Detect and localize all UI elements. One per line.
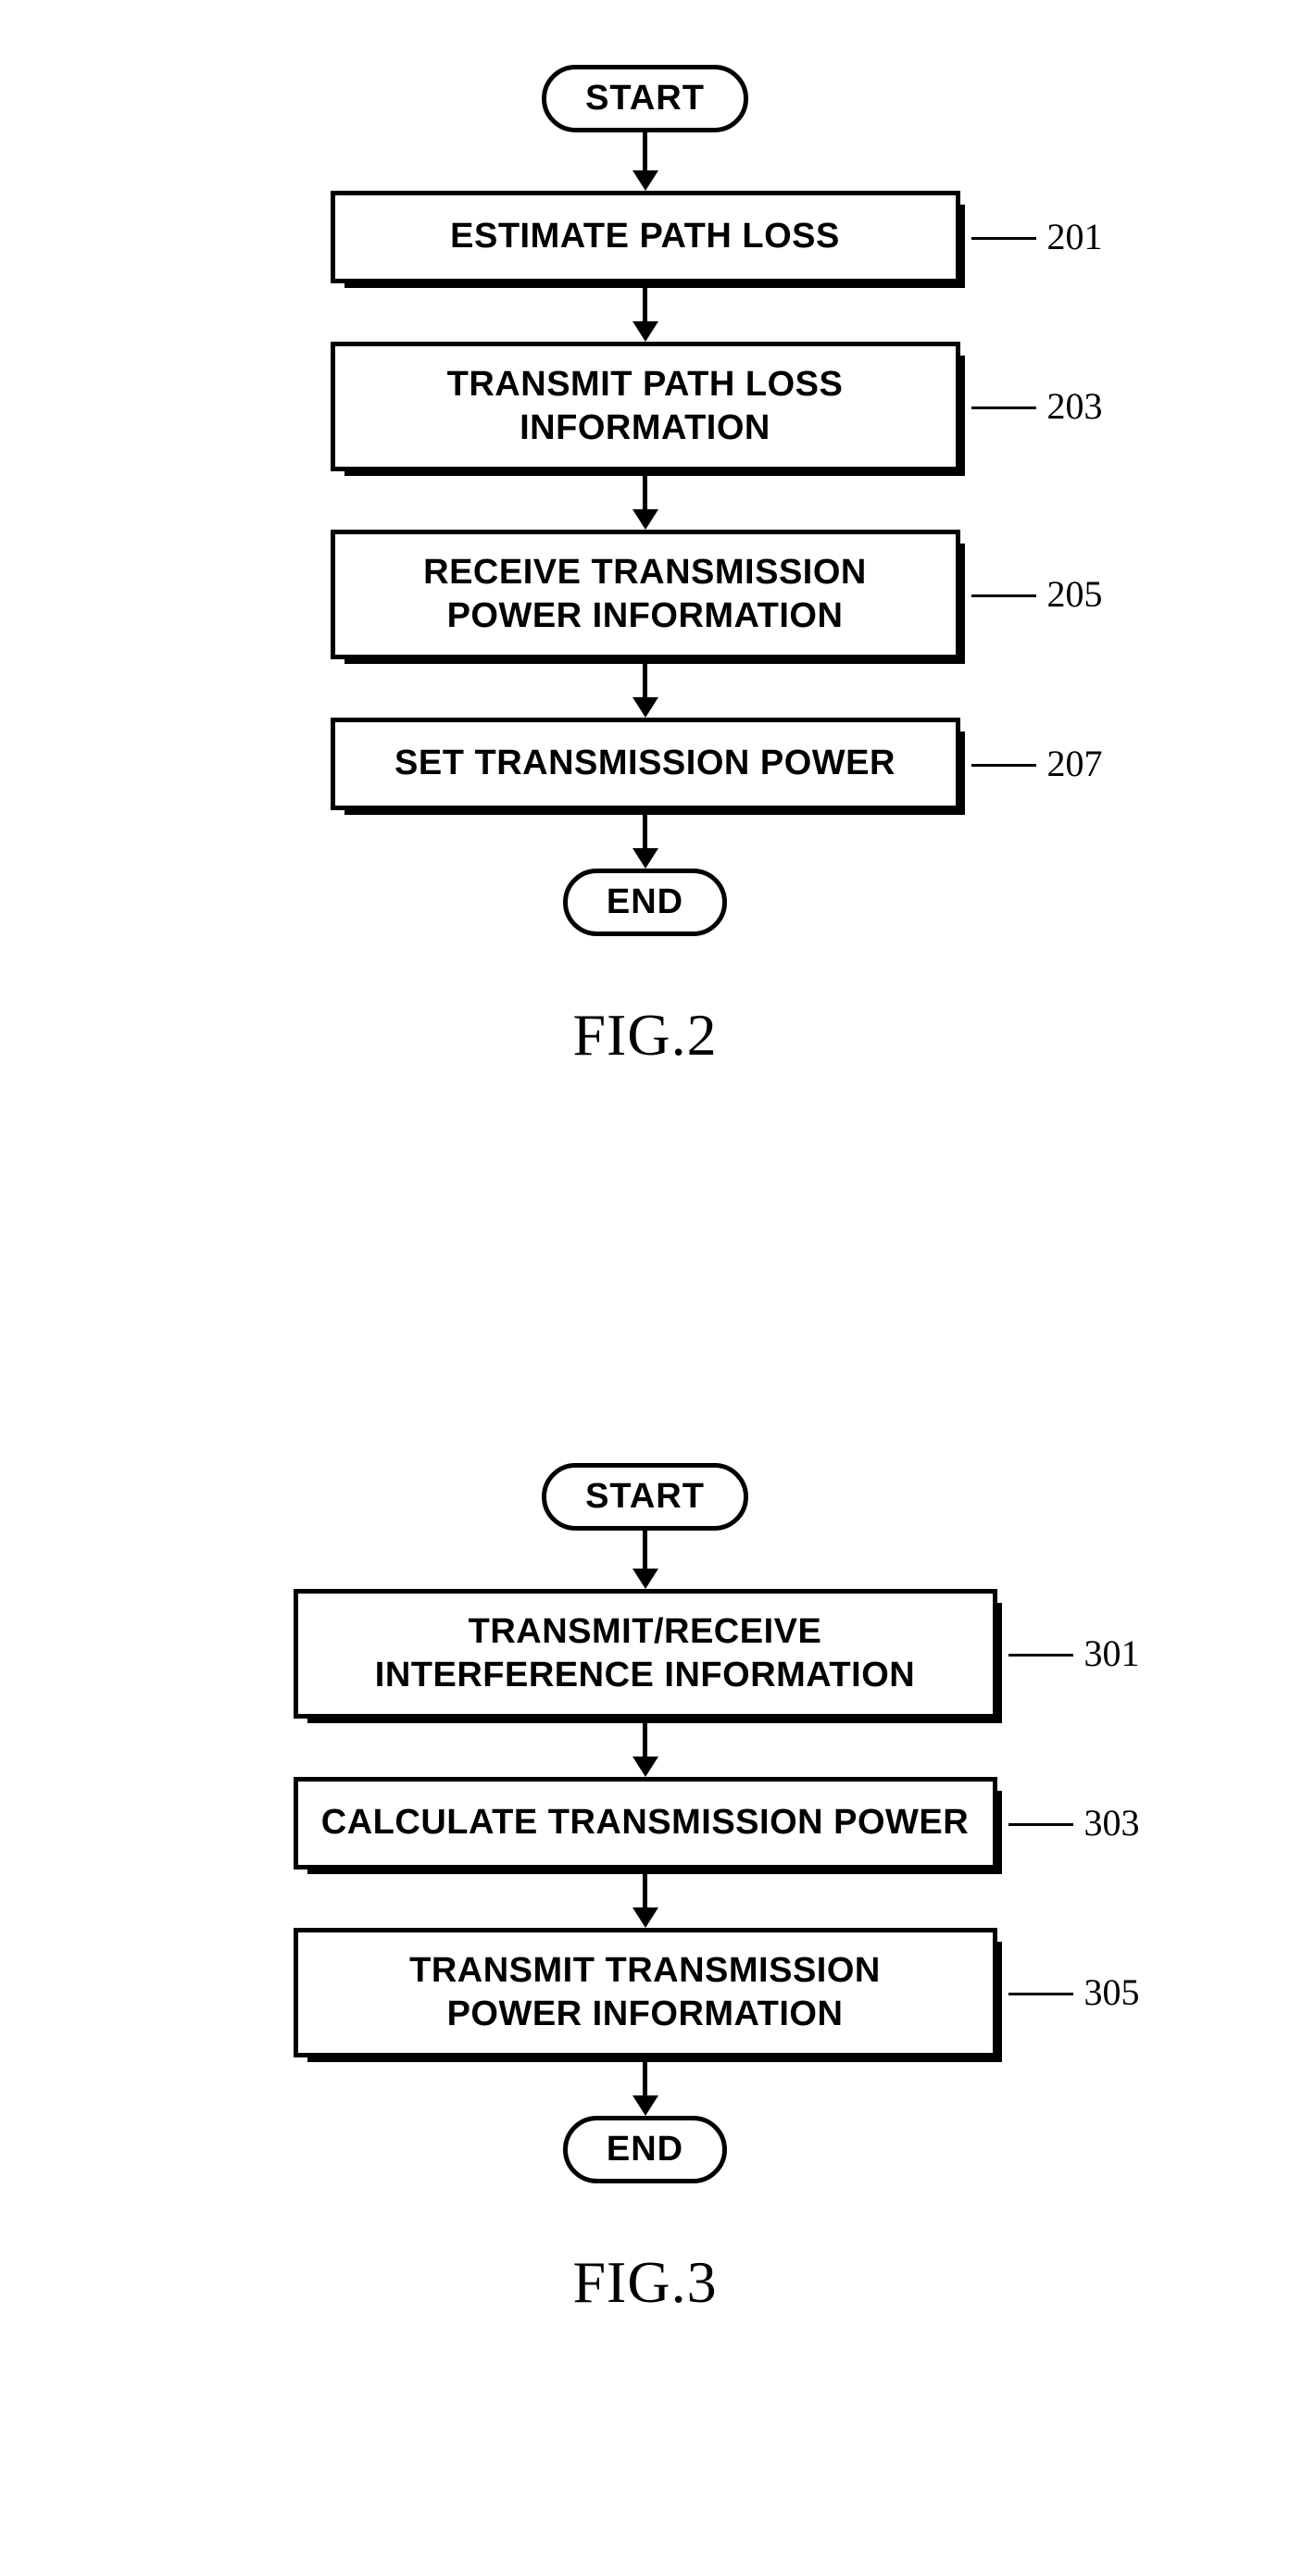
ref-number: 207 <box>1047 742 1103 785</box>
process-box: SET TRANSMISSION POWER <box>331 718 960 810</box>
flow-arrow <box>632 132 658 191</box>
end-terminator: END <box>563 2116 727 2183</box>
process-box: TRANSMIT TRANSMISSIONPOWER INFORMATION <box>294 1928 997 2057</box>
process-text-line: RECEIVE TRANSMISSION <box>335 551 956 595</box>
process-text-line: POWER INFORMATION <box>335 594 956 639</box>
flow-arrow <box>632 810 658 869</box>
ref-leader-line <box>971 237 1036 240</box>
start-terminator: START <box>542 65 748 132</box>
process-text-line: POWER INFORMATION <box>298 1993 993 2037</box>
figure-caption: FIG.3 <box>572 2248 717 2317</box>
ref-number: 303 <box>1084 1801 1140 1844</box>
figure2-flowchart: START ESTIMATE PATH LOSS201 TRANSMIT PATH … <box>331 65 960 1069</box>
process-text-line: SET TRANSMISSION POWER <box>335 742 956 786</box>
ref-leader-line <box>971 594 1036 597</box>
process-text-line: CALCULATE TRANSMISSION POWER <box>298 1801 993 1845</box>
process-text-line: TRANSMIT/RECEIVE <box>298 1610 993 1655</box>
flow-arrow <box>632 283 658 342</box>
flow-arrow <box>632 471 658 530</box>
process-box: CALCULATE TRANSMISSION POWER <box>294 1777 997 1869</box>
flow-arrow <box>632 659 658 718</box>
flow-arrow <box>632 2057 658 2116</box>
figure3-flowchart: START TRANSMIT/RECEIVEINTERFERENCE INFORM… <box>294 1463 997 2317</box>
process-step: RECEIVE TRANSMISSIONPOWER INFORMATION205 <box>331 530 960 659</box>
process-box: RECEIVE TRANSMISSIONPOWER INFORMATION <box>331 530 960 659</box>
ref-number: 203 <box>1047 384 1103 428</box>
ref-leader-line <box>971 764 1036 767</box>
process-text-line: INFORMATION <box>335 406 956 451</box>
process-text-line: TRANSMIT TRANSMISSION <box>298 1949 993 1994</box>
process-step: CALCULATE TRANSMISSION POWER303 <box>294 1777 997 1869</box>
ref-leader-line <box>971 406 1036 409</box>
ref-number: 301 <box>1084 1632 1140 1675</box>
flow-arrow <box>632 1869 658 1928</box>
process-box: ESTIMATE PATH LOSS <box>331 191 960 283</box>
process-text-line: TRANSMIT PATH LOSS <box>335 363 956 407</box>
process-step: TRANSMIT TRANSMISSIONPOWER INFORMATION30… <box>294 1928 997 2057</box>
flow-arrow <box>632 1531 658 1589</box>
flow-arrow <box>632 1719 658 1777</box>
process-step: SET TRANSMISSION POWER207 <box>331 718 960 810</box>
start-terminator: START <box>542 1463 748 1531</box>
ref-leader-line <box>1008 1654 1073 1657</box>
process-step: TRANSMIT PATH LOSSINFORMATION203 <box>331 342 960 471</box>
process-box: TRANSMIT PATH LOSSINFORMATION <box>331 342 960 471</box>
process-step: ESTIMATE PATH LOSS201 <box>331 191 960 283</box>
end-terminator: END <box>563 869 727 936</box>
ref-leader-line <box>1008 1823 1073 1826</box>
ref-number: 305 <box>1084 1970 1140 2014</box>
figure-caption: FIG.2 <box>572 1001 717 1069</box>
process-box: TRANSMIT/RECEIVEINTERFERENCE INFORMATION <box>294 1589 997 1719</box>
ref-number: 205 <box>1047 572 1103 616</box>
ref-leader-line <box>1008 1993 1073 1995</box>
process-text-line: ESTIMATE PATH LOSS <box>335 215 956 259</box>
process-step: TRANSMIT/RECEIVEINTERFERENCE INFORMATION… <box>294 1589 997 1719</box>
ref-number: 201 <box>1047 215 1103 258</box>
process-text-line: INTERFERENCE INFORMATION <box>298 1654 993 1698</box>
